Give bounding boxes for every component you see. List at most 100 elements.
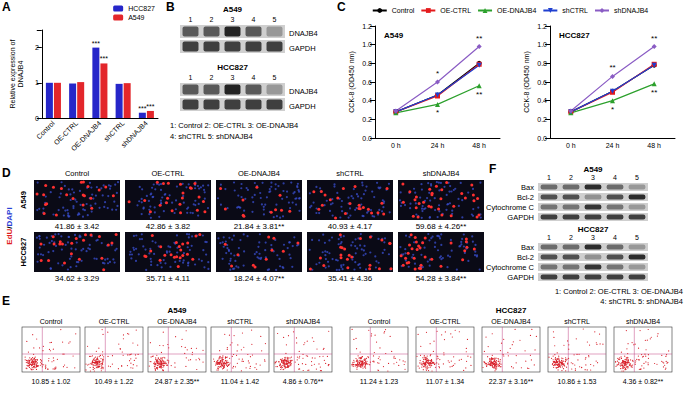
svg-text:**: **: [476, 90, 482, 99]
svg-text:42.86 ± 3.82: 42.86 ± 3.82: [146, 222, 191, 231]
svg-text:24 h: 24 h: [431, 142, 445, 149]
svg-text:3: 3: [591, 174, 595, 181]
svg-text:0.0: 0.0: [537, 135, 547, 142]
svg-text:4: 4: [613, 174, 617, 181]
svg-text:CCK-8 (OD450 nm): CCK-8 (OD450 nm): [523, 51, 531, 112]
svg-text:5: 5: [635, 174, 639, 181]
svg-text:*: *: [611, 105, 614, 114]
svg-text:34.62 ± 3.29: 34.62 ± 3.29: [55, 274, 100, 283]
svg-text:4.36 ± 0.82**: 4.36 ± 0.82**: [623, 378, 664, 385]
svg-text:shCTRL: shCTRL: [564, 318, 590, 325]
svg-text:DNAJB4: DNAJB4: [17, 60, 24, 87]
svg-text:Cytochrome C: Cytochrome C: [486, 203, 535, 212]
svg-text:C: C: [337, 0, 346, 14]
svg-text:24.87 ± 2.35**: 24.87 ± 2.35**: [155, 378, 200, 385]
svg-text:4: shCTRL 5: shDNAJB4: 4: shCTRL 5: shDNAJB4: [170, 132, 253, 141]
svg-text:F: F: [489, 162, 496, 176]
svg-text:3: 3: [231, 16, 235, 23]
svg-text:3: 3: [591, 234, 595, 241]
svg-text:A549: A549: [19, 191, 28, 209]
svg-text:***: ***: [146, 103, 154, 110]
svg-text:0 h: 0 h: [566, 142, 576, 149]
svg-text:0: 0: [35, 115, 39, 122]
svg-text:shCTRL: shCTRL: [227, 318, 253, 325]
svg-text:A549: A549: [223, 5, 243, 14]
svg-text:Control: Control: [368, 318, 391, 325]
svg-text:CCK-8 (OD450 nm): CCK-8 (OD450 nm): [348, 51, 356, 112]
svg-text:GAPDH: GAPDH: [289, 44, 316, 53]
svg-text:EdU/DAPI: EdU/DAPI: [5, 207, 14, 244]
svg-text:1: 1: [35, 79, 39, 86]
svg-text:2: 2: [35, 44, 39, 51]
svg-text:A549: A549: [128, 14, 144, 21]
svg-text:0.4: 0.4: [362, 97, 372, 104]
svg-text:35.41 ± 4.36: 35.41 ± 4.36: [328, 274, 373, 283]
svg-text:4.86 ± 0.76**: 4.86 ± 0.76**: [283, 378, 324, 385]
svg-text:Bax: Bax: [521, 183, 534, 192]
svg-text:HCC827: HCC827: [496, 306, 527, 315]
svg-text:10.85 ± 1.02: 10.85 ± 1.02: [32, 378, 71, 385]
svg-text:E: E: [2, 294, 10, 308]
svg-text:10.86 ± 1.53: 10.86 ± 1.53: [558, 378, 597, 385]
svg-text:HCC827: HCC827: [19, 238, 28, 267]
svg-text:4: 4: [252, 74, 256, 81]
svg-text:shCTRL: shCTRL: [336, 169, 364, 178]
svg-text:1.0: 1.0: [537, 41, 547, 48]
svg-text:18.24 ± 4.07**: 18.24 ± 4.07**: [234, 274, 285, 283]
svg-text:***: ***: [100, 55, 108, 62]
svg-text:D: D: [2, 166, 11, 180]
svg-text:B: B: [166, 0, 175, 14]
svg-text:OE-DNAJB4: OE-DNAJB4: [497, 7, 536, 14]
svg-text:Bcl-2: Bcl-2: [517, 253, 534, 262]
svg-text:DNAJB4: DNAJB4: [289, 29, 318, 38]
svg-text:OE-CTRL: OE-CTRL: [440, 7, 471, 14]
svg-text:5: 5: [635, 234, 639, 241]
svg-text:1: 1: [189, 16, 193, 23]
svg-text:Bax: Bax: [521, 243, 534, 252]
svg-text:24 h: 24 h: [606, 142, 620, 149]
svg-text:48 h: 48 h: [647, 142, 661, 149]
svg-text:0.4: 0.4: [537, 97, 547, 104]
svg-text:A549: A549: [583, 165, 603, 174]
svg-text:HCC827: HCC827: [128, 5, 155, 12]
svg-text:shCTRL: shCTRL: [103, 119, 126, 142]
svg-text:11.24 ± 1.23: 11.24 ± 1.23: [360, 378, 398, 385]
svg-text:Relative expression of: Relative expression of: [9, 40, 17, 109]
svg-text:0.8: 0.8: [537, 60, 547, 67]
svg-text:1.2: 1.2: [537, 23, 547, 30]
svg-text:0 h: 0 h: [391, 142, 401, 149]
svg-text:OE-CTRL: OE-CTRL: [152, 169, 185, 178]
svg-text:OE-DNAJB4: OE-DNAJB4: [491, 318, 530, 325]
svg-text:1.2: 1.2: [362, 23, 372, 30]
svg-text:Control: Control: [65, 169, 90, 178]
svg-text:shDNAJB4: shDNAJB4: [614, 7, 648, 14]
svg-text:0.6: 0.6: [362, 79, 372, 86]
svg-text:41.86 ± 3.42: 41.86 ± 3.42: [55, 222, 100, 231]
svg-text:3: 3: [231, 74, 235, 81]
svg-text:HCC827: HCC827: [559, 31, 590, 40]
svg-text:***: ***: [92, 40, 100, 47]
svg-text:**: **: [651, 88, 657, 97]
svg-text:OE-CTRL: OE-CTRL: [99, 318, 130, 325]
svg-text:1: 1: [189, 74, 193, 81]
svg-text:1: Control 2: OE-CTRL 3: OE-DN: 1: Control 2: OE-CTRL 3: OE-DNAJB4: [555, 287, 683, 296]
svg-text:40.93 ± 4.17: 40.93 ± 4.17: [328, 222, 373, 231]
svg-text:1: 1: [547, 174, 551, 181]
svg-text:OE-DNAJB4: OE-DNAJB4: [157, 318, 196, 325]
svg-text:A549: A549: [384, 31, 404, 40]
svg-text:48 h: 48 h: [472, 142, 486, 149]
svg-text:Control: Control: [35, 119, 56, 140]
svg-text:35.71 ± 4.11: 35.71 ± 4.11: [146, 274, 190, 283]
svg-text:2: 2: [569, 174, 573, 181]
svg-text:Control: Control: [40, 318, 63, 325]
svg-text:11.07 ± 1.34: 11.07 ± 1.34: [426, 378, 464, 385]
svg-text:0.8: 0.8: [362, 60, 372, 67]
svg-text:HCC827: HCC827: [578, 225, 609, 234]
svg-text:4: 4: [613, 234, 617, 241]
svg-text:HCC827: HCC827: [217, 63, 248, 72]
svg-text:OE-DNAJB4: OE-DNAJB4: [70, 119, 103, 152]
svg-text:OE-DNAJB4: OE-DNAJB4: [238, 169, 280, 178]
svg-text:shCTRL: shCTRL: [562, 7, 588, 14]
svg-text:Control: Control: [392, 7, 415, 14]
svg-text:OE-CTRL: OE-CTRL: [430, 318, 461, 325]
